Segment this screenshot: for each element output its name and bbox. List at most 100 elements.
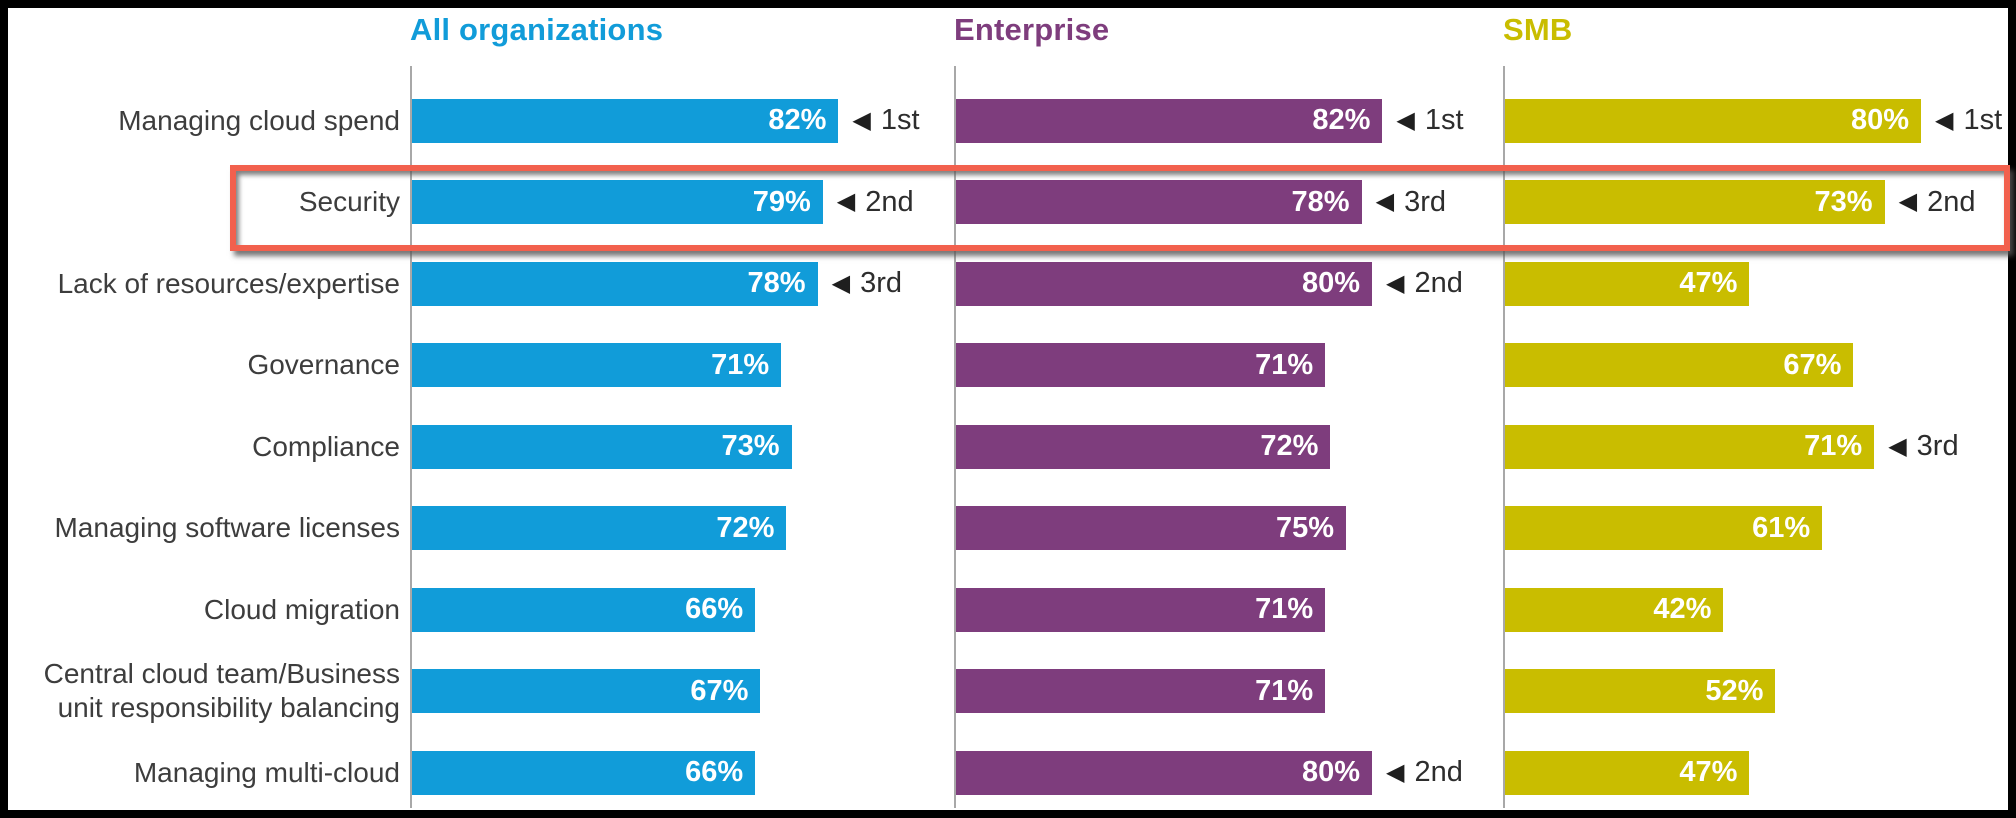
bar-value-label: 61% <box>1752 511 1811 544</box>
bar-value-label: 75% <box>1275 511 1334 544</box>
bar: 78% <box>956 180 1362 224</box>
rank-arrow-icon: ◀ <box>1396 106 1415 134</box>
rank-marker: ◀ 3rd <box>1888 425 1958 469</box>
bar-value-label: 52% <box>1705 674 1764 707</box>
bar-value-label: 67% <box>690 674 749 707</box>
bar: 42% <box>1505 587 1724 632</box>
series-header-all-organizations: All organizations <box>410 12 664 47</box>
bar: 66% <box>412 750 756 795</box>
bar: 47% <box>1505 261 1750 306</box>
bar-value-label: 42% <box>1653 593 1712 625</box>
axis-line <box>954 66 956 808</box>
bar: 82% <box>956 98 1383 143</box>
bar: 73% <box>1505 180 1885 224</box>
axis-line <box>1503 66 1505 808</box>
category-label: Managing multi-cloud <box>133 756 400 788</box>
bar: 52% <box>1505 669 1776 713</box>
rank-arrow-icon: ◀ <box>852 106 871 134</box>
bar-value-label: 66% <box>685 593 744 625</box>
bar-value-label: 82% <box>768 104 827 136</box>
bar-value-label: 79% <box>752 185 811 218</box>
rank-marker: ◀ 1st <box>1396 99 1463 143</box>
bar: 75% <box>956 506 1346 550</box>
bar: 71% <box>1505 424 1875 469</box>
bar: 67% <box>1505 343 1854 387</box>
bar-value-label: 72% <box>716 511 775 544</box>
rank-label: 3rd <box>1404 185 1446 218</box>
bar: 73% <box>412 424 792 469</box>
rank-marker: ◀ 2nd <box>1386 751 1463 795</box>
category-label: Managing cloud spend <box>118 104 400 136</box>
bar-value-label: 66% <box>685 756 744 788</box>
bar-value-label: 71% <box>711 348 770 381</box>
rank-arrow-icon: ◀ <box>1888 432 1907 460</box>
bar-value-label: 73% <box>721 430 780 462</box>
bar-value-label: 82% <box>1312 104 1371 136</box>
bar: 67% <box>412 669 761 713</box>
bar: 72% <box>412 506 787 550</box>
bar: 78% <box>412 261 818 306</box>
bar-value-label: 80% <box>1301 267 1360 299</box>
bar: 71% <box>412 343 782 387</box>
rank-label: 2nd <box>865 185 914 218</box>
series-header-enterprise: Enterprise <box>954 12 1110 47</box>
bar: 71% <box>956 343 1326 387</box>
category-label: Governance <box>247 349 400 380</box>
bar: 72% <box>956 424 1331 469</box>
bar-value-label: 71% <box>1255 593 1314 625</box>
bar: 61% <box>1505 506 1823 550</box>
rank-arrow-icon: ◀ <box>1898 188 1918 215</box>
bar: 82% <box>412 98 839 143</box>
rank-arrow-icon: ◀ <box>1386 758 1405 786</box>
bar: 71% <box>956 587 1326 632</box>
bar: 80% <box>956 750 1372 795</box>
rank-label: 1st <box>1963 104 2003 136</box>
bar-value-label: 71% <box>1804 430 1863 462</box>
rank-marker: ◀ 2nd <box>837 180 914 224</box>
category-label: Lack of resources/expertise <box>57 267 400 299</box>
rank-label: 2nd <box>1927 185 1976 218</box>
rank-marker: ◀ 1st <box>1935 99 2002 143</box>
rank-label: 3rd <box>860 267 902 299</box>
category-label: Cloud migration <box>203 593 400 625</box>
category-label: Security <box>298 186 400 217</box>
axis-line <box>410 66 412 808</box>
rank-marker: ◀ 3rd <box>1376 180 1446 224</box>
bar-value-label: 80% <box>1850 104 1909 136</box>
rank-arrow-icon: ◀ <box>1935 106 1954 134</box>
category-label: Central cloud team/Business unit respons… <box>43 658 400 723</box>
bar-value-label: 71% <box>1255 348 1314 381</box>
rank-arrow-icon: ◀ <box>1375 188 1395 215</box>
bar-value-label: 71% <box>1255 674 1314 707</box>
bar-value-label: 78% <box>747 267 806 299</box>
category-label: Compliance <box>252 430 400 462</box>
rank-label: 3rd <box>1916 430 1959 462</box>
bar: 47% <box>1505 750 1750 795</box>
rank-arrow-icon: ◀ <box>1386 269 1405 297</box>
bar: 66% <box>412 587 756 632</box>
rank-label: 2nd <box>1414 267 1463 299</box>
rank-label: 1st <box>880 104 920 136</box>
rank-marker: ◀ 1st <box>852 99 919 143</box>
rank-marker: ◀ 2nd <box>1386 262 1463 306</box>
bar: 71% <box>956 669 1326 713</box>
bar: 80% <box>956 261 1372 306</box>
rank-arrow-icon: ◀ <box>831 269 851 297</box>
rank-marker: ◀ 3rd <box>832 262 902 306</box>
bar-value-label: 47% <box>1679 267 1738 299</box>
rank-marker: ◀ 2nd <box>1899 180 1976 224</box>
series-header-smb: SMB <box>1503 12 1573 47</box>
bar: 80% <box>1505 98 1921 143</box>
chart-root: All organizations Enterprise SMB Managing … <box>8 8 2010 810</box>
bar-value-label: 67% <box>1783 348 1842 381</box>
bar-value-label: 80% <box>1301 756 1360 788</box>
bar-value-label: 73% <box>1814 185 1873 218</box>
category-label: Managing software licenses <box>54 512 400 543</box>
rank-label: 1st <box>1424 104 1464 136</box>
bar-value-label: 78% <box>1291 185 1350 218</box>
bar-value-label: 72% <box>1260 430 1319 462</box>
bar-value-label: 47% <box>1679 756 1738 788</box>
rank-arrow-icon: ◀ <box>836 188 856 215</box>
bar: 79% <box>412 180 823 224</box>
